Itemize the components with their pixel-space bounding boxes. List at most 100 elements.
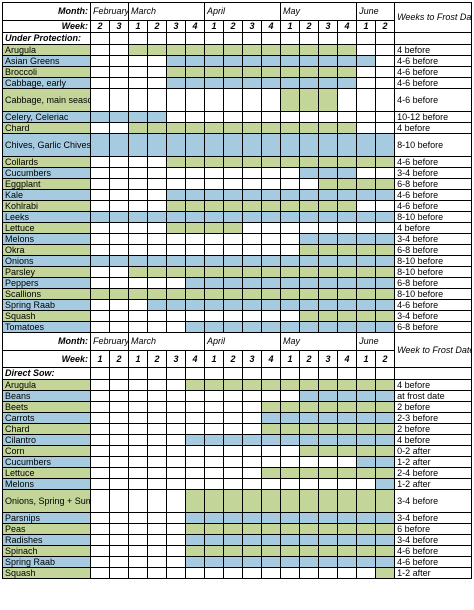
week-number: 2 xyxy=(223,20,244,33)
week-cell xyxy=(375,478,396,490)
week-cell xyxy=(108,445,130,457)
week-cell xyxy=(242,567,263,579)
week-cell xyxy=(147,467,168,479)
month-february: February xyxy=(89,2,130,21)
week-cell xyxy=(356,277,377,289)
week-cell xyxy=(204,255,225,267)
week-cell xyxy=(318,55,339,67)
week-cell xyxy=(337,233,358,245)
week-cell xyxy=(375,512,396,524)
week-cell xyxy=(299,77,320,89)
week-cell xyxy=(261,167,282,179)
week-cell xyxy=(337,189,358,201)
week-cell xyxy=(242,111,263,123)
week-cell xyxy=(90,32,110,45)
week-cell xyxy=(280,111,301,123)
week-cell xyxy=(280,379,301,391)
week-cell xyxy=(185,567,206,579)
week-cell xyxy=(147,55,168,67)
week-cell xyxy=(128,66,149,78)
crop-row: Squash 1-2 after xyxy=(2,567,473,579)
crop-name: Beans xyxy=(2,390,91,402)
week-cell xyxy=(337,111,358,123)
week-cell xyxy=(261,88,282,112)
crop-row: Peas 6 before xyxy=(2,523,473,535)
week-cell xyxy=(261,77,282,89)
week-cell xyxy=(242,545,263,557)
week-cell xyxy=(337,200,358,212)
week-cell xyxy=(166,222,187,234)
week-cell xyxy=(242,222,263,234)
week-cell xyxy=(166,379,187,391)
crop-row: Peppers 6-8 before xyxy=(2,277,473,289)
weeks-to-frost-value: 6-8 before xyxy=(394,178,473,190)
week-cell xyxy=(204,222,225,234)
weeks-to-frost-value: 4-6 before xyxy=(394,55,473,67)
week-cell xyxy=(204,545,225,557)
week-cell xyxy=(337,244,358,256)
week-cell xyxy=(128,412,149,424)
week-cell xyxy=(108,277,130,289)
week-cell xyxy=(166,534,187,546)
week-cell xyxy=(108,156,130,168)
week-cell xyxy=(128,244,149,256)
weeks-to-frost-value: 4-6 before xyxy=(394,299,473,311)
week-cell xyxy=(90,567,110,579)
month-june: June xyxy=(356,332,396,351)
week-cell xyxy=(204,512,225,524)
week-cell xyxy=(242,390,263,402)
week-cell xyxy=(147,556,168,568)
week-cell xyxy=(318,266,339,278)
week-cell xyxy=(337,423,358,435)
week-cell xyxy=(185,401,206,413)
week-cell xyxy=(90,379,110,391)
week-cell xyxy=(299,156,320,168)
weeks-to-frost-value: 10-12 before xyxy=(394,111,473,123)
week-number: 4 xyxy=(185,20,206,33)
crop-name: Squash xyxy=(2,310,91,322)
week-cell xyxy=(318,512,339,524)
week-cell xyxy=(108,412,130,424)
week-cell xyxy=(185,133,206,157)
week-cell xyxy=(90,434,110,446)
week-cell xyxy=(108,567,130,579)
weeks-to-frost-value: 1-2 after xyxy=(394,567,473,579)
week-header-row: Week: 2 3 1 2 3 4 1 2 3 4 1 2 3 4 1 2 xyxy=(2,20,472,33)
crop-name: Parsley xyxy=(2,266,91,278)
week-cell xyxy=(204,122,225,134)
week-cell xyxy=(204,277,225,289)
week-cell xyxy=(299,367,320,380)
week-cell xyxy=(128,367,149,380)
week-cell xyxy=(223,55,244,67)
week-number: 1 xyxy=(204,350,225,368)
timing-cell xyxy=(394,367,473,380)
month-label: Month: xyxy=(2,332,91,351)
week-cell xyxy=(166,189,187,201)
week-cell xyxy=(318,122,339,134)
week-cell xyxy=(204,379,225,391)
week-cell xyxy=(128,434,149,446)
week-cell xyxy=(375,401,396,413)
week-cell xyxy=(356,178,377,190)
week-cell xyxy=(356,445,377,457)
week-cell xyxy=(166,211,187,223)
crop-name: Eggplant xyxy=(2,178,91,190)
week-cell xyxy=(128,189,149,201)
week-cell xyxy=(128,55,149,67)
week-cell xyxy=(318,401,339,413)
week-cell xyxy=(280,88,301,112)
week-cell xyxy=(337,567,358,579)
week-cell xyxy=(318,200,339,212)
crop-name: Kohlrabi xyxy=(2,200,91,212)
week-cell xyxy=(337,523,358,535)
week-cell xyxy=(128,156,149,168)
week-cell xyxy=(242,456,263,468)
week-cell xyxy=(280,434,301,446)
week-cell xyxy=(375,545,396,557)
week-cell xyxy=(318,321,339,333)
week-cell xyxy=(108,200,130,212)
week-cell xyxy=(128,122,149,134)
week-cell xyxy=(337,489,358,513)
weeks-to-frost-value: 3-4 before xyxy=(394,310,473,322)
week-cell xyxy=(223,434,244,446)
